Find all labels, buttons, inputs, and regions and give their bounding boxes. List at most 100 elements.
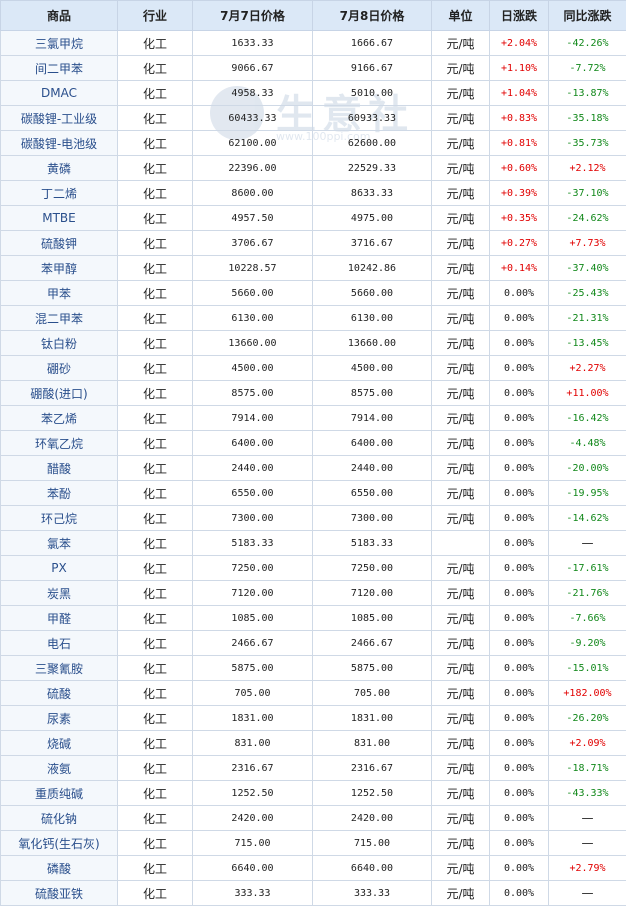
daily-change-cell: 0.00% xyxy=(490,806,549,831)
unit-cell: 元/吨 xyxy=(432,256,490,281)
unit-cell: 元/吨 xyxy=(432,206,490,231)
header-daily-change: 日涨跌 xyxy=(490,1,549,31)
yoy-change-cell: +182.00% xyxy=(549,681,626,706)
product-name-link[interactable]: 氯苯 xyxy=(1,531,118,556)
product-name-link[interactable]: PX xyxy=(1,556,118,581)
price-jul7-cell: 4957.50 xyxy=(193,206,313,231)
product-name-link[interactable]: 硫酸钾 xyxy=(1,231,118,256)
price-jul8-cell: 705.00 xyxy=(313,681,432,706)
header-price-jul8: 7月8日价格 xyxy=(313,1,432,31)
product-name-link[interactable]: 醋酸 xyxy=(1,456,118,481)
industry-cell: 化工 xyxy=(118,531,193,556)
product-name-link[interactable]: 黄磷 xyxy=(1,156,118,181)
product-name-link[interactable]: 重质纯碱 xyxy=(1,781,118,806)
yoy-change-cell: -37.10% xyxy=(549,181,626,206)
product-name-link[interactable]: 炭黑 xyxy=(1,581,118,606)
product-name-link[interactable]: 苯乙烯 xyxy=(1,406,118,431)
product-name-link[interactable]: 硼砂 xyxy=(1,356,118,381)
daily-change-cell: 0.00% xyxy=(490,556,549,581)
industry-cell: 化工 xyxy=(118,656,193,681)
daily-change-cell: 0.00% xyxy=(490,731,549,756)
yoy-change-cell: — xyxy=(549,831,626,856)
product-name-link[interactable]: 丁二烯 xyxy=(1,181,118,206)
unit-cell: 元/吨 xyxy=(432,656,490,681)
daily-change-cell: 0.00% xyxy=(490,831,549,856)
price-jul7-cell: 3706.67 xyxy=(193,231,313,256)
product-name-link[interactable]: 钛白粉 xyxy=(1,331,118,356)
price-jul7-cell: 6640.00 xyxy=(193,856,313,881)
price-jul8-cell: 6130.00 xyxy=(313,306,432,331)
product-name-link[interactable]: 苯酚 xyxy=(1,481,118,506)
product-name-link[interactable]: 硫化钠 xyxy=(1,806,118,831)
product-name-link[interactable]: 环己烷 xyxy=(1,506,118,531)
price-jul8-cell: 60933.33 xyxy=(313,106,432,131)
price-jul7-cell: 1085.00 xyxy=(193,606,313,631)
unit-cell: 元/吨 xyxy=(432,406,490,431)
price-jul7-cell: 8600.00 xyxy=(193,181,313,206)
product-name-link[interactable]: DMAC xyxy=(1,81,118,106)
product-name-link[interactable]: 碳酸锂-工业级 xyxy=(1,106,118,131)
unit-cell: 元/吨 xyxy=(432,806,490,831)
industry-cell: 化工 xyxy=(118,56,193,81)
product-name-link[interactable]: 环氧乙烷 xyxy=(1,431,118,456)
daily-change-cell: +0.27% xyxy=(490,231,549,256)
price-jul7-cell: 10228.57 xyxy=(193,256,313,281)
price-jul7-cell: 7250.00 xyxy=(193,556,313,581)
product-name-link[interactable]: 硼酸(进口) xyxy=(1,381,118,406)
product-name-link[interactable]: 苯甲醇 xyxy=(1,256,118,281)
daily-change-cell: 0.00% xyxy=(490,331,549,356)
header-industry: 行业 xyxy=(118,1,193,31)
industry-cell: 化工 xyxy=(118,506,193,531)
daily-change-cell: 0.00% xyxy=(490,756,549,781)
unit-cell: 元/吨 xyxy=(432,731,490,756)
unit-cell: 元/吨 xyxy=(432,506,490,531)
daily-change-cell: 0.00% xyxy=(490,631,549,656)
daily-change-cell: +0.83% xyxy=(490,106,549,131)
product-name-link[interactable]: 电石 xyxy=(1,631,118,656)
product-name-link[interactable]: 硫酸亚铁 xyxy=(1,881,118,906)
product-name-link[interactable]: 三氯甲烷 xyxy=(1,31,118,56)
unit-cell: 元/吨 xyxy=(432,631,490,656)
product-name-link[interactable]: 尿素 xyxy=(1,706,118,731)
industry-cell: 化工 xyxy=(118,456,193,481)
product-name-link[interactable]: 液氨 xyxy=(1,756,118,781)
unit-cell: 元/吨 xyxy=(432,431,490,456)
product-name-link[interactable]: 混二甲苯 xyxy=(1,306,118,331)
product-name-link[interactable]: 间二甲苯 xyxy=(1,56,118,81)
product-name-link[interactable]: 氧化钙(生石灰) xyxy=(1,831,118,856)
product-name-link[interactable]: 硫酸 xyxy=(1,681,118,706)
industry-cell: 化工 xyxy=(118,306,193,331)
yoy-change-cell: +2.27% xyxy=(549,356,626,381)
price-jul8-cell: 2316.67 xyxy=(313,756,432,781)
product-name-link[interactable]: MTBE xyxy=(1,206,118,231)
industry-cell: 化工 xyxy=(118,631,193,656)
price-jul8-cell: 7120.00 xyxy=(313,581,432,606)
price-jul7-cell: 2316.67 xyxy=(193,756,313,781)
product-name-link[interactable]: 甲醛 xyxy=(1,606,118,631)
header-price-jul7: 7月7日价格 xyxy=(193,1,313,31)
product-name-link[interactable]: 甲苯 xyxy=(1,281,118,306)
daily-change-cell: 0.00% xyxy=(490,281,549,306)
industry-cell: 化工 xyxy=(118,406,193,431)
product-name-link[interactable]: 烧碱 xyxy=(1,731,118,756)
product-name-link[interactable]: 磷酸 xyxy=(1,856,118,881)
price-jul8-cell: 13660.00 xyxy=(313,331,432,356)
price-jul7-cell: 4958.33 xyxy=(193,81,313,106)
price-jul8-cell: 715.00 xyxy=(313,831,432,856)
yoy-change-cell: +2.12% xyxy=(549,156,626,181)
yoy-change-cell: -14.62% xyxy=(549,506,626,531)
price-jul8-cell: 4975.00 xyxy=(313,206,432,231)
industry-cell: 化工 xyxy=(118,156,193,181)
product-name-link[interactable]: 三聚氰胺 xyxy=(1,656,118,681)
product-name-link[interactable]: 碳酸锂-电池级 xyxy=(1,131,118,156)
price-jul7-cell: 1252.50 xyxy=(193,781,313,806)
unit-cell: 元/吨 xyxy=(432,306,490,331)
